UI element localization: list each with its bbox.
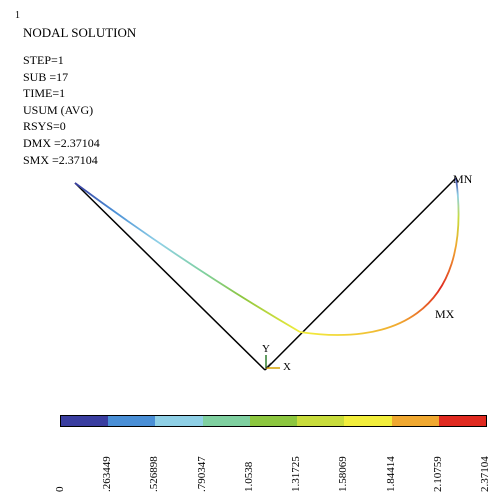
info-step: STEP=1 [23, 53, 64, 67]
legend-color-cell [249, 416, 298, 426]
deformed-shape-left [74, 182, 301, 333]
figure-number: 1 [15, 10, 20, 21]
legend-tick-label: 1.31725 [290, 456, 303, 492]
legend-color-cell [155, 416, 203, 426]
legend-tick-label: 2.37104 [479, 456, 491, 492]
info-usum: USUM (AVG) [23, 102, 94, 117]
legend-tick-label: 1.84414 [384, 456, 397, 492]
axis-y-label: Y [262, 343, 270, 355]
plot-title: NODAL SOLUTION [23, 25, 137, 40]
legend-tick-label: 0 [54, 486, 66, 493]
legend-tick-label: 2.10759 [431, 456, 444, 492]
info-time: TIME=1 [23, 86, 66, 101]
info-dmx: DMX =2.37104 [23, 135, 100, 150]
legend-tick-label: 1.0538 [242, 461, 255, 492]
legend-tick-label: 1.58069 [337, 456, 350, 492]
info-sub: SUB =17 [23, 69, 69, 84]
solution-info: STEP=1 SUB =17 TIME=1 USUM (AVG) RSYS=0 … [23, 52, 100, 168]
min-label: MN [453, 172, 473, 186]
legend-color-cell [108, 416, 156, 426]
coordinate-triad [265, 355, 280, 369]
contour-legend-bar [60, 415, 487, 427]
legend-tick-label: .263449 [101, 456, 114, 492]
deformed-shape-right [299, 177, 460, 336]
axis-x-label: X [283, 361, 291, 373]
legend-color-cell [438, 416, 486, 426]
legend-tick-label: .790347 [195, 456, 208, 492]
info-smx: SMX =2.37104 [23, 152, 98, 167]
legend-color-cell [61, 416, 109, 426]
legend-color-cell [344, 416, 392, 426]
legend-color-cell [391, 416, 439, 426]
undeformed-shape [74, 177, 457, 371]
legend-tick-label: .526898 [148, 456, 161, 492]
max-label: MX [435, 307, 455, 321]
legend-color-cell [297, 416, 345, 426]
legend-color-cell [202, 416, 250, 426]
info-rsys: RSYS=0 [23, 119, 66, 134]
